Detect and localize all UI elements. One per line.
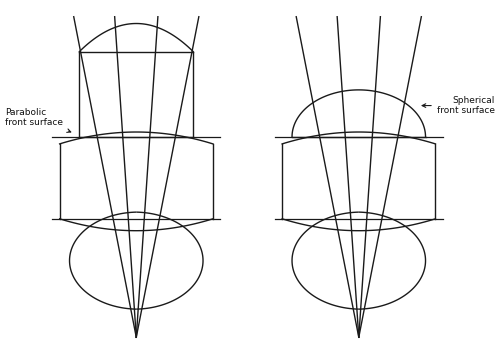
Text: Spherical
front surface: Spherical front surface bbox=[422, 96, 495, 115]
Text: Parabolic
front surface: Parabolic front surface bbox=[5, 108, 70, 132]
